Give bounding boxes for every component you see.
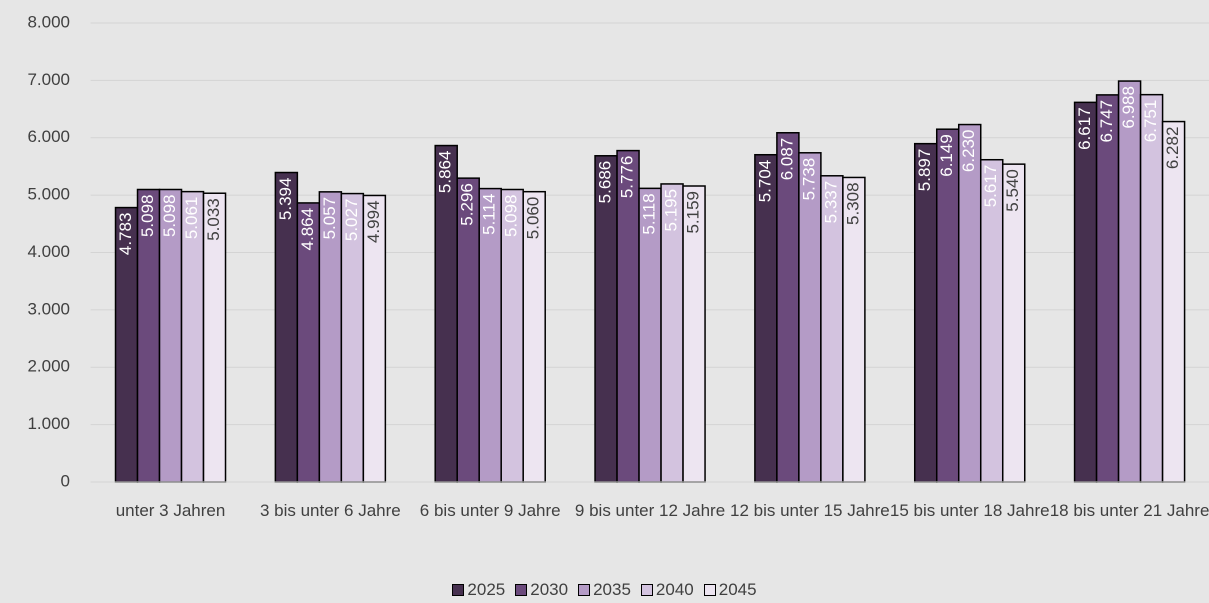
- data-label: 5.098: [502, 195, 521, 238]
- data-label: 5.308: [843, 182, 862, 225]
- bar: [798, 152, 822, 483]
- legend-item: 2045: [703, 580, 757, 600]
- bar: [594, 155, 618, 483]
- legend-item: 2040: [640, 580, 694, 600]
- legend-label: 2035: [593, 580, 631, 599]
- data-label: 6.282: [1163, 127, 1182, 170]
- data-label: 5.057: [320, 197, 339, 240]
- legend-swatch: [452, 584, 465, 596]
- data-label: 6.617: [1075, 107, 1094, 150]
- data-label: 5.686: [596, 161, 615, 204]
- bar: [754, 153, 778, 483]
- bar: [1095, 94, 1120, 483]
- y-tick-label: 1.000: [27, 414, 70, 433]
- bar: [1139, 93, 1164, 483]
- data-label: 6.149: [937, 134, 956, 177]
- data-label: 5.195: [662, 189, 681, 232]
- data-label: 6.988: [1119, 86, 1138, 129]
- data-label: 5.337: [821, 181, 840, 224]
- data-label: 5.864: [436, 151, 455, 194]
- legend-label: 2045: [718, 580, 757, 599]
- x-tick-label: 12 bis unter 15 Jahre: [730, 501, 890, 520]
- data-label: 6.747: [1097, 100, 1116, 143]
- legend-swatch: [703, 584, 716, 596]
- x-tick-label: unter 3 Jahren: [115, 501, 226, 520]
- bar: [776, 132, 800, 483]
- y-tick-label: 3.000: [27, 299, 70, 318]
- data-label: 5.540: [1003, 169, 1022, 212]
- x-tick-label: 15 bis unter 18 Jahre: [889, 501, 1050, 520]
- legend-item: 2030: [515, 580, 568, 600]
- y-tick-label: 6.000: [27, 127, 70, 146]
- y-tick-label: 7.000: [27, 70, 70, 89]
- legend-item: 2025: [452, 580, 505, 600]
- legend-label: 2040: [655, 580, 694, 599]
- legend-label: 2030: [530, 580, 569, 599]
- y-tick-label: 2.000: [27, 357, 70, 376]
- bar: [1161, 120, 1186, 483]
- legend-swatch: [640, 584, 653, 596]
- x-tick-label: 18 bis unter 21 Jahre: [1049, 501, 1209, 520]
- y-tick-label: 4.000: [27, 242, 70, 261]
- data-label: 5.114: [480, 194, 499, 235]
- x-tick-label: 3 bis unter 6 Jahre: [259, 501, 401, 520]
- data-label: 6.230: [959, 130, 978, 173]
- bar: [1117, 80, 1142, 483]
- data-label: 4.864: [298, 208, 317, 251]
- x-tick-label: 6 bis unter 9 Jahre: [419, 501, 561, 520]
- data-label: 5.033: [204, 198, 223, 241]
- bar: [1073, 101, 1098, 483]
- data-label: 5.617: [981, 165, 1000, 208]
- bar: [616, 149, 640, 483]
- data-label: 5.061: [182, 197, 201, 240]
- bar: [935, 128, 960, 483]
- bar: [957, 123, 982, 483]
- data-label: 5.118: [640, 193, 659, 234]
- legend-item: 2035: [578, 580, 631, 600]
- data-label: 5.394: [276, 178, 295, 221]
- data-label: 5.738: [799, 158, 818, 201]
- legend-swatch: [578, 584, 591, 596]
- data-label: 5.098: [160, 195, 179, 238]
- data-label: 4.783: [116, 213, 135, 256]
- x-tick-label: 9 bis unter 12 Jahre: [574, 501, 726, 520]
- data-label: 5.776: [618, 156, 637, 199]
- y-tick-label: 5.000: [27, 185, 70, 204]
- y-tick-label: 8.000: [27, 12, 70, 31]
- data-label: 5.296: [458, 183, 477, 226]
- bar: [913, 142, 938, 483]
- legend-swatch: [515, 584, 528, 596]
- data-label: 5.159: [684, 191, 703, 234]
- data-label: 6.751: [1141, 100, 1160, 143]
- data-label: 5.060: [524, 197, 543, 240]
- data-label: 6.087: [777, 138, 796, 181]
- y-tick-label: 0: [61, 471, 70, 490]
- data-label: 5.027: [342, 199, 361, 242]
- legend-label: 2025: [467, 580, 506, 599]
- data-label: 5.098: [138, 195, 157, 238]
- bar: [434, 144, 458, 483]
- data-label: 5.704: [755, 160, 774, 203]
- legend: 2025 2030 2035 2040 2045: [0, 580, 1209, 600]
- data-label: 5.897: [915, 149, 934, 192]
- data-label: 4.994: [364, 200, 383, 243]
